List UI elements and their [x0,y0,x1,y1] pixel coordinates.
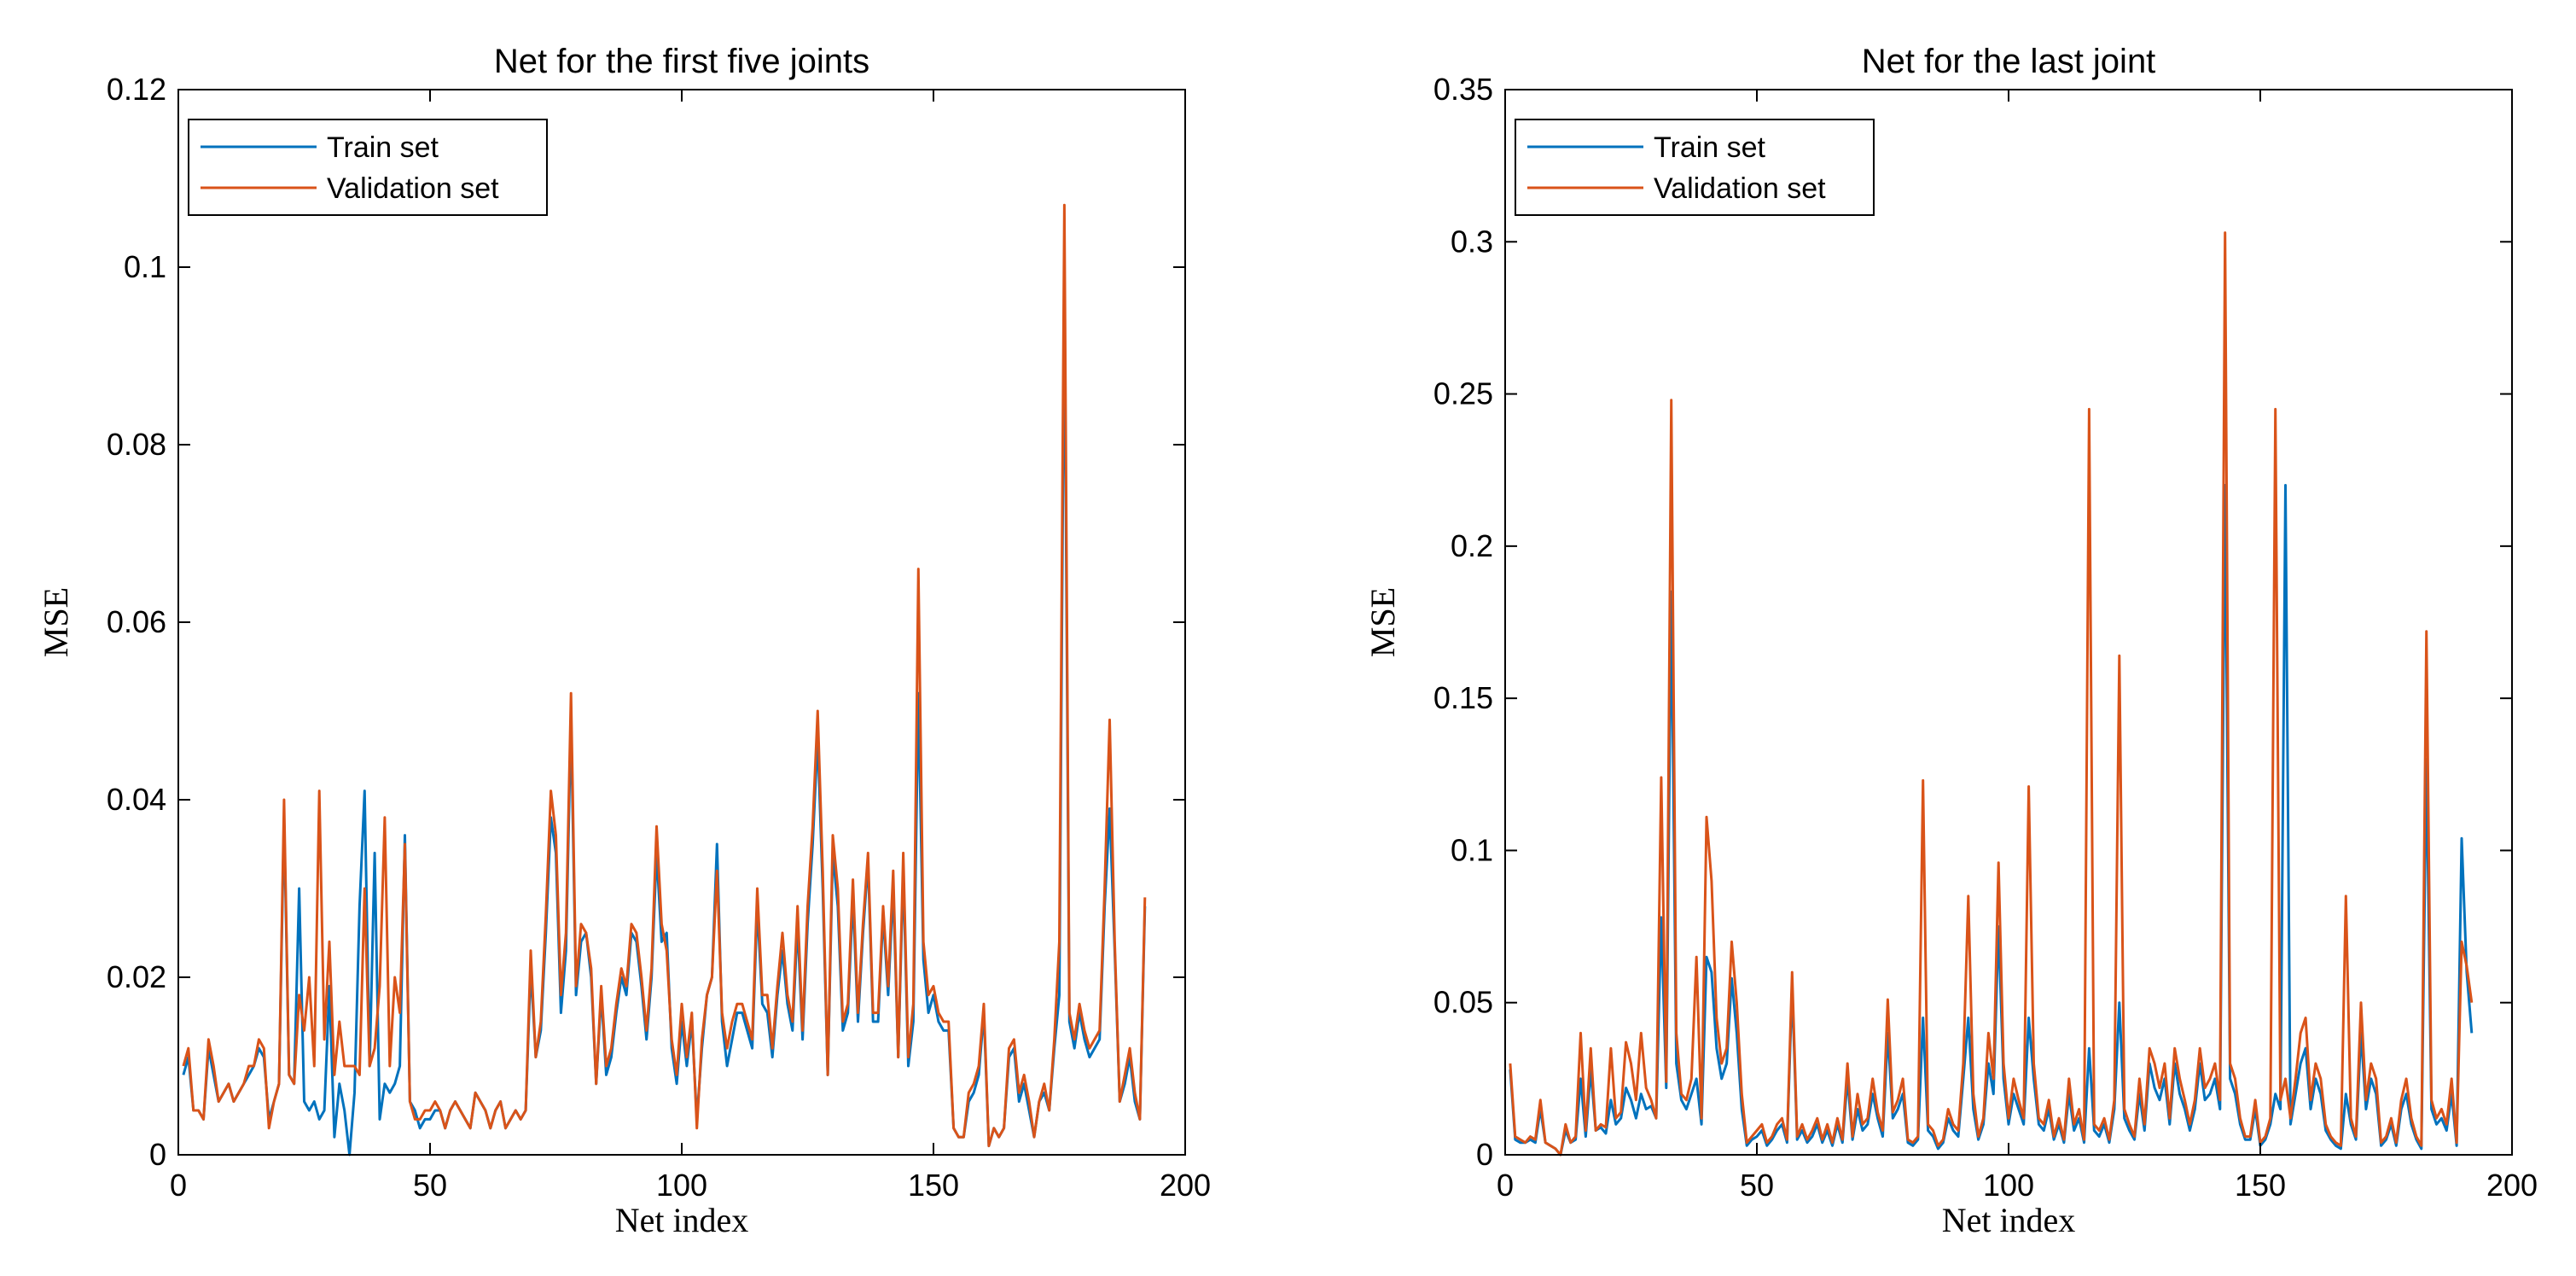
y-tick-label: 0.3 [1451,224,1493,259]
series-line-train-set [182,283,1147,1157]
chart-last-joint: Net for the last joint Net index MSE 0 50… [1364,43,2538,1239]
legend-box [188,119,548,216]
x-tick-label: 100 [1983,1168,2034,1203]
x-tick-label: 0 [170,1168,187,1203]
y-tick-label: 0.04 [107,782,166,817]
y-axis-label: MSE [37,587,75,657]
x-tick-label: 50 [413,1168,447,1203]
legend-label-validation: Validation set [1654,172,1826,205]
legend-label-train: Train set [327,131,439,164]
legend: Train set Validation set [1515,119,1875,216]
x-tick-label: 100 [656,1168,707,1203]
y-tick-label: 0.05 [1433,985,1493,1020]
y-tick-label: 0.06 [107,604,166,639]
legend: Train set Validation set [188,119,548,216]
y-tick-label: 0.1 [1451,832,1493,867]
legend-label-validation: Validation set [327,172,499,205]
y-tick-label: 0.2 [1451,528,1493,563]
series-line-validation-set [182,203,1147,1148]
chart-title: Net for the first five joints [494,43,869,80]
legend-label-train: Train set [1654,131,1766,164]
x-tick-label: 200 [2486,1168,2538,1203]
x-axis-label: Net index [1942,1201,2076,1239]
y-tick-label: 0.25 [1433,376,1493,411]
y-tick-label: 0.08 [107,427,166,462]
y-tick-label: 0.35 [1433,72,1493,107]
y-tick-label: 0 [1476,1137,1493,1172]
y-tick-label: 0.1 [124,249,166,284]
x-tick-label: 150 [2235,1168,2286,1203]
series-line-validation-set [1509,231,2474,1157]
chart-first-five-joints: Net for the first five joints Net index … [37,43,1211,1239]
y-axis-label: MSE [1364,587,1402,657]
y-tick-label: 0.12 [107,72,166,107]
legend-box [1515,119,1875,216]
x-tick-label: 200 [1160,1168,1211,1203]
chart-title: Net for the last joint [1862,43,2156,80]
x-tick-label: 150 [908,1168,959,1203]
axes-box [1504,89,2513,1156]
x-tick-label: 0 [1497,1168,1514,1203]
y-tick-label: 0.15 [1433,680,1493,715]
y-tick-label: 0.02 [107,959,166,994]
y-tick-label: 0 [149,1137,166,1172]
x-tick-label: 50 [1740,1168,1774,1203]
x-axis-label: Net index [615,1201,749,1239]
